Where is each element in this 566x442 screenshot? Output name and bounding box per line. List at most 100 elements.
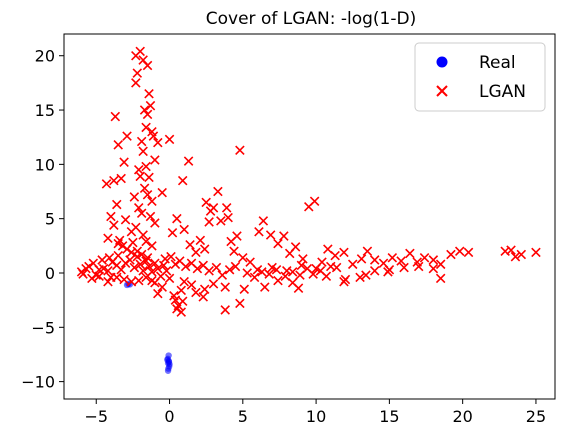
legend-marker-lgan [436, 85, 448, 97]
point-lgan [199, 284, 210, 295]
point-lgan [239, 284, 250, 295]
point-lgan [446, 249, 456, 260]
legend: Real LGAN [414, 42, 546, 112]
point-lgan [264, 269, 274, 279]
point-lgan [113, 250, 123, 261]
point-lgan [153, 137, 163, 148]
point-lgan [224, 264, 235, 275]
point-lgan [208, 203, 219, 213]
point-lgan [110, 111, 121, 122]
point-lgan [91, 270, 102, 280]
point-lgan [195, 235, 206, 246]
point-lgan [201, 197, 211, 208]
point-lgan [180, 261, 191, 272]
point-lgan [133, 165, 144, 175]
point-lgan [122, 131, 132, 141]
chart-title: Cover of LGAN: -log(1-D) [206, 9, 416, 29]
point-lgan [147, 196, 157, 207]
point-lgan [147, 275, 157, 286]
point-lgan [170, 295, 181, 305]
point-lgan [161, 266, 172, 276]
point-lgan [142, 190, 153, 200]
point-lgan [111, 272, 122, 283]
point-lgan [145, 100, 156, 111]
series-real [123, 280, 173, 374]
point-lgan [141, 236, 151, 247]
point-lgan [257, 267, 267, 277]
point-lgan [331, 262, 342, 273]
point-lgan [150, 155, 160, 165]
x-tick-label: 15 [379, 407, 399, 426]
point-lgan [531, 247, 541, 258]
point-lgan [235, 145, 245, 156]
point-lgan [103, 233, 113, 243]
point-real [165, 352, 172, 359]
point-lgan [170, 259, 181, 270]
point-lgan [516, 249, 527, 260]
point-lgan [383, 267, 393, 277]
point-lgan [204, 217, 214, 227]
x-tick-label: 20 [452, 407, 472, 426]
point-lgan [87, 273, 97, 284]
series-lgan [76, 46, 541, 317]
point-lgan [135, 46, 145, 57]
point-lgan [428, 255, 439, 265]
point-lgan [172, 304, 182, 314]
point-lgan [103, 266, 113, 276]
point-lgan [144, 261, 154, 272]
point-lgan [287, 267, 298, 277]
point-lgan [138, 230, 148, 240]
point-lgan [157, 187, 167, 198]
point-lgan [217, 270, 228, 280]
legend-label-real: Real [479, 53, 516, 73]
point-lgan [279, 231, 289, 241]
point-lgan [191, 287, 201, 298]
point-lgan [141, 272, 151, 283]
point-lgan [280, 271, 291, 282]
point-real [165, 358, 173, 366]
point-lgan [113, 140, 123, 150]
point-lgan [136, 208, 147, 219]
point-lgan [347, 259, 358, 270]
point-lgan [144, 172, 154, 183]
point-lgan [131, 78, 141, 88]
point-lgan [211, 262, 222, 273]
y-tick-label: −10 [21, 373, 55, 392]
point-lgan [76, 267, 87, 277]
point-lgan [220, 282, 230, 292]
point-lgan [454, 246, 465, 257]
x-tick-label: 25 [526, 407, 546, 426]
point-lgan [101, 179, 112, 189]
legend-box [414, 42, 546, 112]
point-lgan [177, 296, 188, 306]
point-lgan [232, 231, 242, 241]
point-lgan [160, 254, 170, 264]
point-lgan [113, 238, 123, 249]
point-lgan [179, 224, 189, 235]
point-lgan [148, 131, 159, 141]
y-tick-label: 20 [35, 47, 55, 66]
point-lgan [157, 282, 167, 292]
point-lgan [220, 305, 230, 315]
point-lgan [296, 260, 307, 271]
point-lgan [164, 273, 175, 284]
point-lgan [109, 175, 119, 186]
point-lgan [355, 272, 365, 283]
point-lgan [94, 271, 104, 282]
point-lgan [198, 292, 209, 302]
point-lgan [172, 213, 182, 224]
point-lgan [120, 258, 131, 268]
point-lgan [136, 136, 147, 147]
point-lgan [463, 247, 474, 258]
point-lgan [141, 122, 151, 133]
point-lgan [396, 256, 406, 266]
point-lgan [167, 228, 178, 238]
point-lgan [141, 161, 151, 172]
point-lgan [321, 271, 332, 282]
point-lgan [166, 251, 176, 262]
point-lgan [254, 226, 264, 237]
point-lgan [177, 175, 188, 186]
point-lgan [136, 249, 147, 260]
y-tick-label: −5 [31, 318, 55, 337]
point-lgan [120, 214, 131, 225]
